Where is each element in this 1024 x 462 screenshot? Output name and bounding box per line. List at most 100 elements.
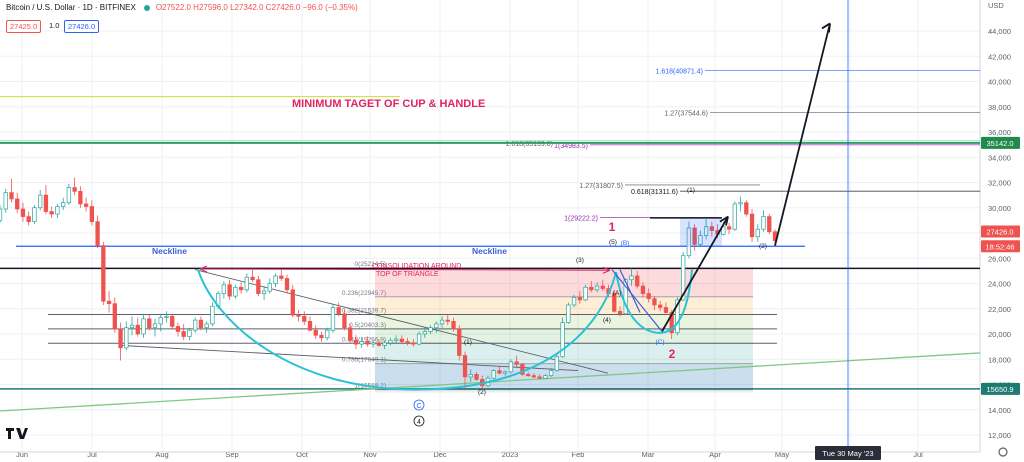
candle [382, 342, 387, 346]
candle [393, 338, 399, 341]
wave-line [619, 269, 641, 313]
candle [376, 342, 382, 346]
candle [135, 324, 140, 335]
wave-label: (2) [759, 243, 767, 250]
candle [60, 202, 66, 207]
y-tick-label: 26,000 [988, 254, 1011, 263]
chart-header: Bitcoin / U.S. Dollar · 1D · BITFINEX O27… [6, 3, 358, 12]
candle [106, 300, 112, 305]
candle [537, 376, 542, 379]
consolidation-zone [680, 217, 722, 247]
wave-label: (B) [621, 240, 630, 247]
candle [89, 206, 95, 222]
wave-label: 1 [609, 220, 616, 234]
candle [761, 216, 766, 230]
wave-label: (C) [655, 339, 664, 346]
candle [726, 226, 732, 230]
candle [571, 297, 577, 306]
fib-level-label: 0.382(21539.7) [342, 308, 386, 315]
price-axis-label-box [981, 382, 1020, 395]
candle [416, 333, 422, 345]
candle [577, 297, 582, 301]
fib-extension-label: 1(29222.2) [564, 216, 598, 223]
candle [227, 284, 232, 297]
candle [325, 329, 330, 339]
price-axis-label-box [981, 225, 1020, 238]
y-tick-label: 44,000 [988, 27, 1011, 36]
candle [744, 202, 749, 215]
x-tick-label: Apr [709, 450, 721, 459]
candle [78, 190, 83, 205]
candle [411, 342, 416, 345]
candle [3, 192, 8, 210]
x-tick-label: Dec [433, 450, 447, 459]
candle [250, 276, 255, 281]
y-tick-label: 12,000 [988, 431, 1011, 440]
candle [594, 285, 600, 291]
candle [273, 275, 278, 284]
candle [462, 355, 468, 378]
candle [330, 307, 336, 331]
x-tick-label: Feb [572, 450, 585, 459]
wave-label: 4 [417, 419, 421, 426]
candle [474, 374, 479, 380]
candle [32, 207, 37, 222]
candle [703, 226, 709, 236]
candle [170, 315, 175, 327]
candle [589, 286, 594, 291]
tradingview-logo-icon [6, 428, 28, 439]
buy-price-box[interactable]: 27426.0 [64, 20, 100, 33]
candle [267, 283, 272, 292]
wave-label: (1) [687, 187, 695, 194]
x-tick-label: Sep [225, 450, 238, 459]
candle [233, 286, 238, 297]
candle [129, 324, 135, 329]
fib-level-label: 0.786(17649.1) [342, 357, 386, 364]
candle [43, 194, 49, 212]
candle [439, 319, 445, 325]
triangle-lower-line [119, 344, 579, 372]
candle [284, 278, 290, 291]
candle [187, 329, 192, 337]
x-tick-label: Oct [296, 450, 309, 459]
crosshair-date-box [815, 446, 881, 460]
wave-label: (5) [609, 239, 617, 246]
candle [503, 371, 508, 374]
candle [640, 285, 646, 294]
candle [451, 321, 456, 330]
sell-price-box[interactable]: 27425.0 [6, 20, 42, 33]
candle [428, 327, 433, 332]
symbol-title[interactable]: Bitcoin / U.S. Dollar · 1D · BITFINEX [6, 3, 136, 12]
candle [520, 363, 525, 375]
projection-arrow-target [774, 23, 831, 246]
fib-extension-label: 1(34983.5) [554, 143, 588, 150]
candle [686, 227, 692, 257]
wave-circle [413, 415, 425, 427]
consolidation-label: TOP OF TRIANGLE [376, 271, 439, 278]
candle [675, 299, 680, 334]
candle [112, 303, 117, 330]
candle [525, 374, 531, 377]
candle [193, 319, 198, 331]
wave-label: (2) [478, 389, 486, 396]
neckline-label: Neckline [472, 246, 507, 256]
candle [198, 319, 204, 329]
fib-extension-label: 1.27(31807.5) [579, 183, 623, 190]
candle [20, 208, 26, 217]
price-axis-label: 18:52:46 [985, 242, 1014, 251]
candle [101, 245, 106, 302]
candle [221, 284, 227, 294]
y-tick-label: 22,000 [988, 305, 1011, 314]
consolidation-arrow [199, 268, 611, 271]
consolidation-label: CONSOLIDATION AROUND [372, 263, 461, 270]
candle [9, 192, 14, 200]
fib-level-label: 0.236(22945.7) [342, 290, 386, 297]
candle [646, 293, 651, 300]
candle [348, 327, 353, 341]
crosshair-date-label: Tue 30 May '23 [822, 449, 873, 458]
fib-level-label: 0(25214.5) [355, 261, 386, 268]
settings-gear-icon[interactable] [998, 447, 1008, 457]
wave-label: 2 [669, 347, 676, 361]
market-status-icon [143, 4, 150, 11]
